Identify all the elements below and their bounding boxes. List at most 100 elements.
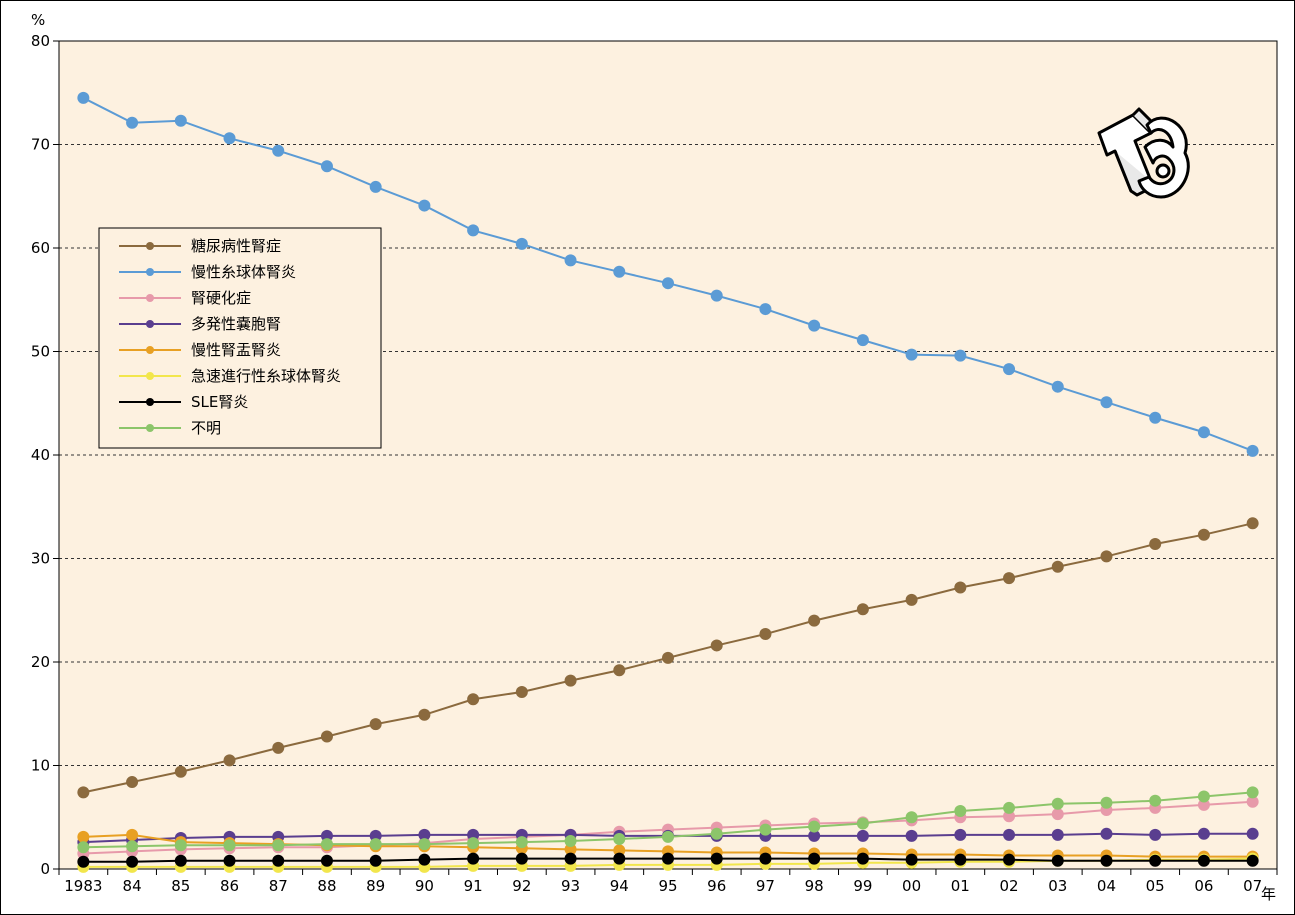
data-point: [710, 827, 723, 840]
data-point: [954, 581, 967, 594]
x-tick-label: 99: [853, 877, 872, 895]
legend-swatch-marker: [146, 372, 154, 380]
x-tick-label: 86: [220, 877, 239, 895]
data-point: [126, 116, 139, 129]
data-point: [905, 811, 918, 824]
data-point: [564, 843, 577, 856]
data-point: [272, 854, 285, 867]
data-point: [564, 852, 577, 865]
data-point: [1100, 550, 1113, 563]
data-point: [369, 180, 382, 193]
data-point: [1149, 538, 1162, 551]
data-point: [808, 614, 821, 627]
data-point: [320, 829, 333, 842]
legend-label: 慢性腎盂腎炎: [191, 341, 281, 359]
data-point: [369, 718, 382, 731]
y-tick-label: 60: [31, 239, 50, 257]
data-point: [272, 144, 285, 157]
legend-swatch-marker: [146, 242, 154, 250]
data-point: [515, 836, 528, 849]
data-point: [1003, 572, 1016, 585]
data-point: [272, 741, 285, 754]
x-tick-label: 98: [805, 877, 824, 895]
data-point: [1246, 517, 1259, 530]
data-point: [418, 828, 431, 841]
data-point: [1197, 798, 1210, 811]
series-6: [77, 852, 1259, 868]
series-0: [77, 517, 1259, 799]
x-tick-label: 96: [707, 877, 726, 895]
data-point: [418, 708, 431, 721]
data-point: [320, 160, 333, 173]
data-point: [662, 651, 674, 664]
data-point: [856, 852, 869, 865]
data-point: [710, 289, 723, 302]
x-tick-label: 91: [464, 877, 483, 895]
legend-swatch-marker: [146, 424, 154, 432]
data-point: [905, 829, 918, 842]
data-point: [1051, 380, 1064, 393]
x-tick-label: 1983: [64, 877, 102, 895]
data-point: [564, 835, 577, 848]
data-point: [808, 319, 821, 332]
x-tick-label: 84: [123, 877, 142, 895]
legend-label: 糖尿病性腎症: [191, 237, 281, 255]
legend-label: 不明: [191, 419, 221, 437]
data-point: [710, 639, 723, 652]
data-point: [174, 114, 187, 127]
x-tick-label: 87: [269, 877, 288, 895]
data-point: [856, 603, 869, 616]
data-point: [613, 832, 626, 845]
data-point: [1051, 808, 1064, 821]
legend-label: 多発性嚢胞腎: [191, 315, 281, 333]
data-point: [515, 686, 528, 699]
data-point: [320, 838, 333, 851]
y-tick-label: 40: [31, 446, 50, 464]
data-point: [662, 830, 674, 843]
data-point: [1149, 828, 1162, 841]
data-point: [223, 132, 236, 145]
data-point: [418, 199, 431, 212]
data-point: [856, 334, 869, 347]
data-point: [905, 853, 918, 866]
data-point: [1197, 790, 1210, 803]
data-point: [174, 765, 187, 778]
data-point: [808, 820, 821, 833]
y-tick-label: 80: [31, 32, 50, 50]
data-point: [1003, 810, 1016, 823]
data-point: [320, 730, 333, 743]
series-1: [77, 91, 1259, 457]
x-tick-label: 89: [366, 877, 385, 895]
data-point: [77, 830, 90, 843]
data-point: [77, 855, 90, 868]
x-tick-label: 01: [951, 877, 970, 895]
y-tick-label: 10: [31, 757, 50, 775]
x-tick-label: 88: [317, 877, 336, 895]
data-point: [905, 348, 918, 361]
data-point: [1051, 560, 1064, 573]
data-point: [759, 852, 772, 865]
x-tick-label: 00: [902, 877, 921, 895]
y-tick-label: 70: [31, 136, 50, 154]
legend-swatch-marker: [146, 346, 154, 354]
data-point: [1100, 796, 1113, 809]
data-point: [515, 852, 528, 865]
x-tick-label: 07: [1243, 877, 1262, 895]
data-point: [808, 829, 821, 842]
data-point: [759, 303, 772, 316]
y-tick-label: 30: [31, 550, 50, 568]
data-point: [1003, 828, 1016, 841]
y-tick-label: 0: [40, 860, 50, 878]
x-tick-label: 97: [756, 877, 775, 895]
data-point: [223, 754, 236, 767]
legend-label: 腎硬化症: [191, 289, 251, 307]
data-point: [1197, 854, 1210, 867]
data-point: [467, 828, 480, 841]
data-point: [1246, 786, 1259, 799]
legend-label: SLE腎炎: [191, 393, 248, 411]
x-tick-label: 02: [999, 877, 1018, 895]
